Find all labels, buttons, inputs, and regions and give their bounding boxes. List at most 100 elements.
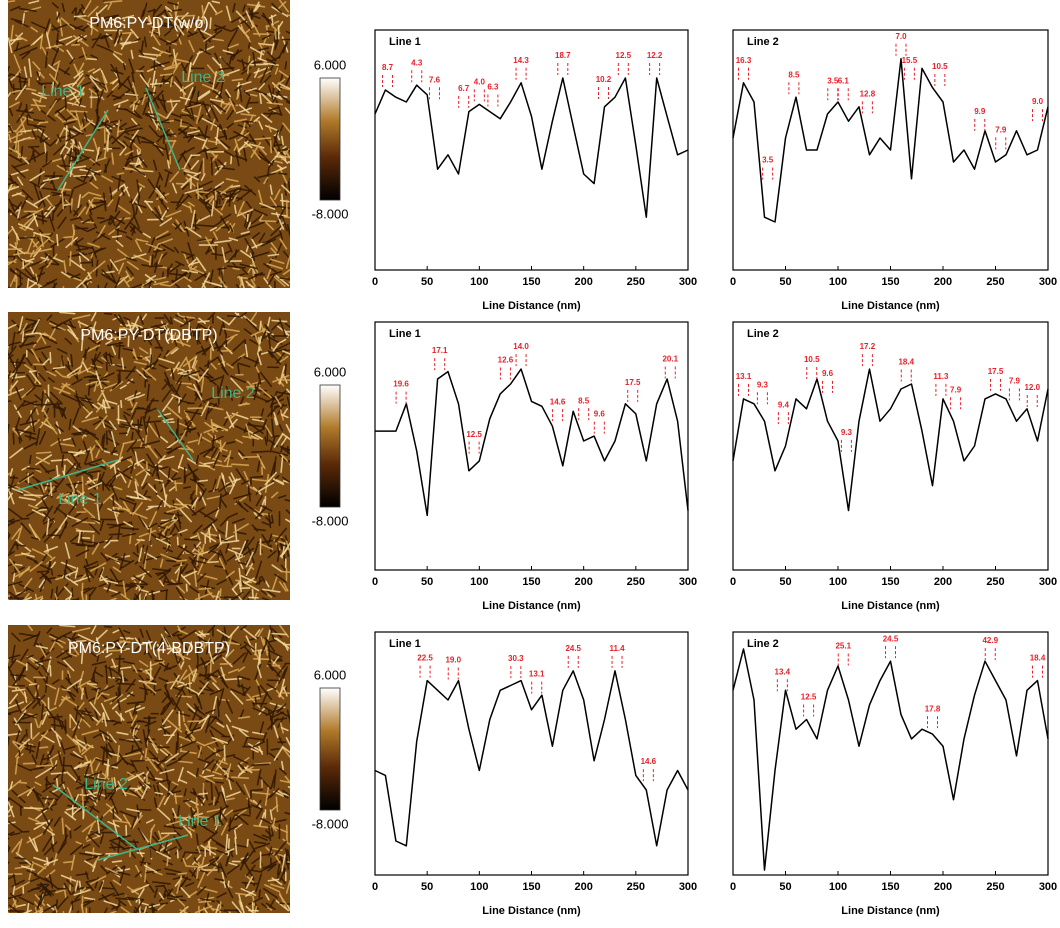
annotation: 14.6 xyxy=(641,757,657,766)
annotation: 14.3 xyxy=(513,56,529,65)
fiber xyxy=(214,778,223,779)
fiber xyxy=(24,808,42,809)
fiber xyxy=(247,215,248,222)
fiber xyxy=(92,258,93,266)
fiber xyxy=(19,157,26,158)
annotation: 13.1 xyxy=(529,670,545,679)
fiber xyxy=(17,542,18,549)
annotation: 30.3 xyxy=(508,654,524,663)
fiber xyxy=(42,212,43,224)
fiber xyxy=(119,343,120,359)
annotation: 8.5 xyxy=(578,396,590,405)
annotation: 24.5 xyxy=(565,644,581,653)
annotation: 9.4 xyxy=(778,400,790,409)
texture xyxy=(1,312,300,617)
fiber xyxy=(176,696,191,697)
fiber xyxy=(108,760,109,776)
annotation: 9.3 xyxy=(841,428,853,437)
fiber xyxy=(70,252,71,266)
fiber xyxy=(150,257,151,265)
fiber xyxy=(106,485,113,486)
annotation: 17.2 xyxy=(860,342,876,351)
fiber xyxy=(232,464,249,465)
annotation: 15.5 xyxy=(902,56,918,65)
x-tick-label: 100 xyxy=(829,576,847,588)
fiber xyxy=(242,770,259,771)
texture xyxy=(0,0,302,303)
fiber xyxy=(276,797,277,811)
plot-title: Line 2 xyxy=(747,36,779,48)
fiber xyxy=(49,717,62,718)
annotation: 24.5 xyxy=(883,634,899,643)
fiber xyxy=(267,31,274,32)
annotation: 12.5 xyxy=(466,430,482,439)
fiber xyxy=(51,483,52,495)
fiber xyxy=(49,404,62,405)
annotation: 13.4 xyxy=(775,667,791,676)
fiber xyxy=(178,560,186,561)
fiber xyxy=(77,531,94,532)
x-axis-label: Line Distance (nm) xyxy=(482,300,581,312)
fiber xyxy=(19,782,26,783)
annotation: 7.9 xyxy=(1009,376,1021,385)
fiber xyxy=(113,496,114,505)
fiber xyxy=(98,218,104,219)
x-tick-label: 0 xyxy=(372,576,378,588)
x-tick-label: 300 xyxy=(679,576,697,588)
fiber xyxy=(178,873,186,874)
annotation: 3.5 xyxy=(762,156,774,165)
fiber xyxy=(285,364,286,375)
fiber xyxy=(189,913,193,921)
fiber xyxy=(119,656,120,672)
fiber xyxy=(275,31,276,39)
fiber xyxy=(189,676,190,688)
colorbar xyxy=(320,78,340,200)
annotation: 9.0 xyxy=(1032,97,1044,106)
profile xyxy=(733,649,1048,870)
line-label: Line 1 xyxy=(178,813,222,830)
x-tick-label: 50 xyxy=(421,576,433,588)
afm-image: PM6:PY-DT(DBTP)Line 1Line 2 xyxy=(1,312,300,617)
fiber xyxy=(37,765,51,766)
fiber xyxy=(289,181,290,191)
fiber xyxy=(208,562,218,563)
annotation: 22.5 xyxy=(417,654,433,663)
fiber xyxy=(254,659,269,660)
fiber xyxy=(220,440,221,451)
fiber xyxy=(121,714,122,721)
colorbar-max: 6.000 xyxy=(314,57,347,72)
x-tick-label: 300 xyxy=(1039,881,1057,893)
x-tick-label: 150 xyxy=(522,276,540,288)
fiber xyxy=(74,16,85,17)
x-tick-label: 0 xyxy=(730,881,736,893)
image-title: PM6:PY-DT(w/o) xyxy=(89,15,208,32)
fiber xyxy=(290,464,300,470)
annotation: 14.0 xyxy=(513,342,529,351)
fiber xyxy=(8,913,21,921)
annotation: 18.7 xyxy=(555,51,571,60)
annotation: 10.5 xyxy=(932,62,948,71)
x-tick-label: 0 xyxy=(730,276,736,288)
fiber xyxy=(0,862,8,871)
fiber xyxy=(110,847,122,848)
x-tick-label: 250 xyxy=(627,881,645,893)
fiber xyxy=(247,840,248,847)
fiber xyxy=(116,557,123,558)
annotation: 6.3 xyxy=(487,83,499,92)
fiber xyxy=(37,884,47,885)
fiber xyxy=(123,33,135,34)
fiber xyxy=(105,314,112,315)
fiber xyxy=(8,600,21,608)
image-title: PM6:PY-DT(DBTP) xyxy=(80,327,217,344)
fiber xyxy=(64,465,65,476)
x-tick-label: 50 xyxy=(779,881,791,893)
fiber xyxy=(2,526,8,527)
fiber xyxy=(50,666,51,676)
fiber xyxy=(138,809,150,810)
colorbar xyxy=(320,688,340,810)
annotation: 8.7 xyxy=(382,63,394,72)
x-tick-label: 100 xyxy=(470,276,488,288)
plot-title: Line 1 xyxy=(389,36,421,48)
fiber xyxy=(137,853,144,854)
fiber xyxy=(142,265,148,266)
